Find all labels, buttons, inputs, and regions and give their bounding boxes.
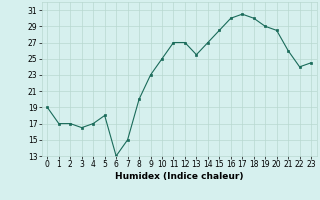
- X-axis label: Humidex (Indice chaleur): Humidex (Indice chaleur): [115, 172, 244, 181]
